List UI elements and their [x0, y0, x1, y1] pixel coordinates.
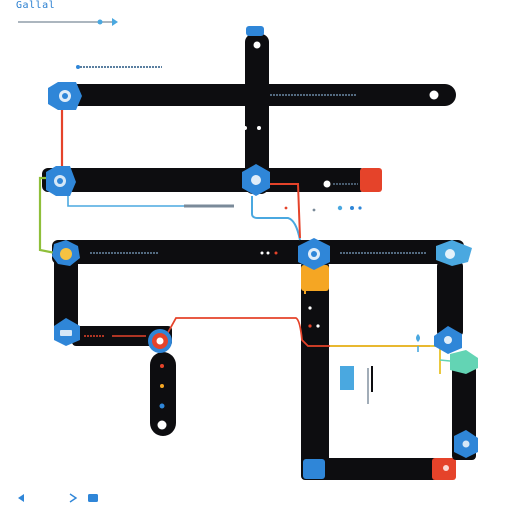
node-row-4-right[interactable]	[148, 329, 172, 353]
track-top-stem	[245, 34, 269, 194]
track-row-3-marker-a	[260, 251, 264, 255]
track-row-bottom-blue-tab	[303, 459, 325, 479]
center-column-orange-block	[301, 265, 329, 291]
panel-sky-block	[340, 366, 354, 390]
track-top-port	[253, 41, 261, 49]
track-row-bottom	[301, 458, 455, 480]
dot-icon	[462, 440, 470, 448]
node-right-bottom[interactable]	[454, 430, 478, 458]
row-2-side-dot-b	[350, 206, 354, 210]
pillar-port-blue	[159, 403, 165, 409]
footer-chevron-icon	[69, 493, 78, 503]
row-2-side-dot-c	[358, 206, 362, 210]
stem-marker-b	[257, 126, 261, 130]
track-top-cap	[246, 26, 264, 36]
track-row-1-end-port	[429, 90, 439, 100]
track-row-2-red-tab	[360, 168, 382, 192]
node-right-teal[interactable]	[450, 350, 478, 374]
gear-icon	[445, 249, 455, 259]
wire-blue-mid	[67, 196, 184, 207]
gear-icon	[60, 248, 72, 260]
header-dot	[76, 65, 80, 69]
node-right-mid[interactable]	[434, 326, 462, 354]
dot-icon	[444, 336, 452, 344]
footer-arrow-icon	[18, 494, 24, 502]
pin-icon	[416, 334, 420, 342]
center-column-marker-b	[308, 324, 312, 328]
pillar-port-orange	[160, 384, 164, 388]
track-left-pillar	[150, 352, 176, 436]
wire-red-lower	[165, 317, 430, 347]
row-2-side-dot-d	[284, 206, 288, 210]
wire-red-stem	[268, 183, 301, 239]
node-row-3-left[interactable]	[52, 240, 80, 266]
track-row-1	[58, 84, 456, 106]
track-row-3-marker-c	[274, 251, 278, 255]
node-row-3-right[interactable]	[436, 240, 472, 266]
top-scale-dot	[97, 19, 103, 25]
gear-icon	[443, 465, 449, 471]
flag-icon	[60, 330, 72, 336]
row-2-side-dot-e	[312, 208, 316, 212]
dot-icon	[156, 337, 164, 345]
center-column-marker-c	[316, 324, 320, 328]
node-top-left[interactable]	[48, 82, 82, 110]
track-right-column	[437, 262, 463, 336]
track-row-2	[42, 168, 366, 192]
node-bottom-right-red[interactable]	[439, 461, 453, 475]
track-row-2-port	[323, 180, 331, 188]
pillar-port-red	[160, 364, 164, 368]
node-row-2-left[interactable]	[46, 166, 76, 196]
wire-blue-loop	[251, 196, 301, 241]
footer-square-icon	[88, 494, 98, 502]
center-column-marker-a	[308, 306, 312, 310]
top-scale-arrow	[112, 18, 118, 26]
node-row-2-center[interactable]	[242, 164, 270, 196]
stem-marker-a	[243, 126, 247, 130]
row-2-side-dot-a	[337, 205, 343, 211]
track-row-3-marker-b	[266, 251, 270, 255]
node-row-3-center[interactable]	[298, 238, 330, 270]
track-left-drop	[54, 252, 78, 338]
track-row-3	[52, 240, 464, 264]
node-row-4-left[interactable]	[54, 318, 80, 346]
pillar-port-white	[157, 420, 167, 430]
dot-icon	[251, 175, 261, 185]
track-center-column	[301, 262, 329, 476]
page-title: Gallal	[16, 0, 56, 11]
